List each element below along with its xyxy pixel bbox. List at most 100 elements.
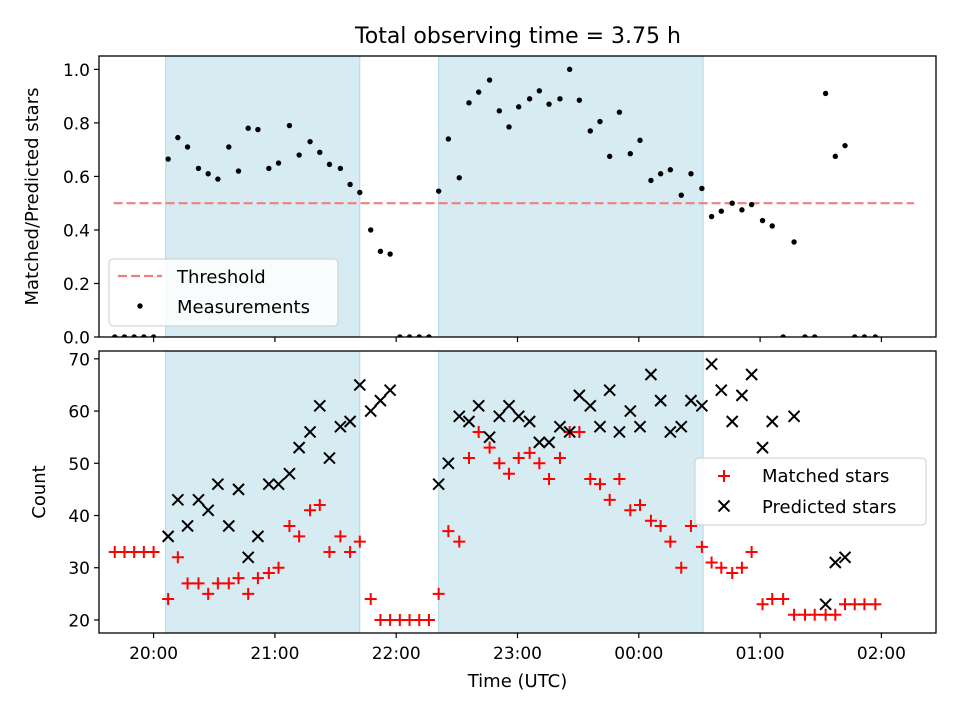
- matched-star-point: [512, 452, 525, 465]
- predicted-star-point: [523, 415, 536, 428]
- matched-star-point: [232, 572, 245, 585]
- matched-star-point: [715, 561, 728, 574]
- measurement-point: [667, 167, 674, 173]
- predicted-star-point: [161, 530, 175, 543]
- matched-star-point: [334, 530, 347, 543]
- x-tick-label: 21:00: [250, 644, 299, 664]
- measurement-point: [215, 176, 221, 182]
- measurement-point: [861, 334, 868, 337]
- matched-star-point: [553, 452, 566, 465]
- matched-star-point: [695, 540, 708, 553]
- matched-star-point: [766, 593, 779, 606]
- measurement-point: [526, 96, 533, 102]
- predicted-star-point: [201, 504, 215, 517]
- predicted-star-point: [705, 357, 718, 371]
- matched-star-point: [603, 493, 616, 506]
- measurement-point: [616, 109, 623, 115]
- matched-star-point: [262, 566, 275, 579]
- measurement-point: [435, 188, 442, 194]
- matched-star-point: [735, 561, 748, 574]
- measurement-point: [387, 251, 393, 257]
- y-tick-label: 60: [68, 403, 90, 423]
- y-tick-label: 0.6: [63, 168, 90, 188]
- matched-star-point: [533, 457, 546, 470]
- predicted-star-point: [251, 530, 265, 543]
- measurement-point: [729, 200, 735, 206]
- matched-star-point: [171, 551, 184, 564]
- measurement-point: [546, 101, 552, 107]
- matched-star-point: [593, 478, 606, 491]
- predicted-star-point: [222, 519, 236, 533]
- measurement-point: [822, 90, 829, 97]
- matched-star-point: [422, 613, 435, 626]
- predicted-star-point: [787, 410, 801, 423]
- shaded-interval: [165, 350, 361, 634]
- measurement-point: [852, 334, 858, 337]
- predicted-star-point: [303, 425, 317, 439]
- predicted-star-point: [819, 598, 832, 611]
- matched-star-point: [808, 608, 821, 621]
- measurement-point: [688, 171, 694, 177]
- matched-star-point: [503, 467, 516, 480]
- measurement-point: [150, 334, 157, 337]
- measurement-point: [426, 334, 432, 337]
- matched-star-point: [543, 472, 556, 485]
- matched-star-point: [453, 535, 466, 548]
- measurement-point: [347, 181, 353, 188]
- matched-star-point: [777, 593, 790, 606]
- y-axis-label: Count: [29, 465, 50, 518]
- data-layer: [108, 357, 882, 626]
- measurement-point: [397, 334, 403, 337]
- matched-star-point: [634, 499, 647, 512]
- predicted-star-point: [232, 483, 245, 496]
- predicted-star-point: [644, 368, 658, 381]
- measurement-point: [678, 192, 684, 198]
- predicted-star-point: [462, 415, 476, 428]
- measurement-point: [266, 165, 272, 172]
- measurement-point: [368, 227, 374, 233]
- measurement-point: [226, 144, 232, 150]
- predicted-star-point: [735, 389, 749, 402]
- measurement-point: [576, 97, 583, 103]
- matched-star-point: [162, 593, 175, 606]
- y-tick-label: 0.4: [63, 221, 90, 241]
- predicted-star-point: [353, 378, 367, 392]
- predicted-star-point: [343, 415, 357, 428]
- matched-star-point: [869, 598, 882, 611]
- measurement-point: [184, 144, 191, 150]
- predicted-star-point: [684, 394, 698, 407]
- matched-star-point: [584, 472, 597, 485]
- matched-star-point: [472, 425, 485, 438]
- data-layer: [112, 66, 915, 337]
- measurement-point: [377, 248, 384, 255]
- measurement-point: [699, 185, 705, 192]
- measurement-point: [141, 334, 147, 337]
- matched-star-point: [283, 519, 296, 532]
- measurement-point: [748, 201, 755, 208]
- legend-predicted-swatch: [717, 499, 731, 513]
- measurement-point: [275, 160, 282, 166]
- measurement-point: [406, 334, 413, 337]
- predicted-star-point: [272, 477, 285, 491]
- matched-star-point: [684, 519, 697, 532]
- predicted-star-point: [633, 420, 647, 433]
- predicted-star-point: [313, 399, 326, 413]
- measurement-point: [245, 125, 251, 131]
- measurement-point: [802, 334, 808, 337]
- predicted-star-point: [283, 467, 296, 480]
- measurement-point: [718, 208, 724, 214]
- predicted-star-point: [573, 389, 586, 402]
- matched-star-point: [756, 598, 769, 611]
- measurement-point: [496, 108, 503, 114]
- matched-star-point: [344, 546, 357, 559]
- measurement-point: [112, 334, 118, 337]
- predicted-star-point: [374, 394, 387, 407]
- matched-star-point: [493, 457, 506, 470]
- matched-star-point: [483, 441, 496, 454]
- predicted-star-point: [726, 415, 739, 428]
- predicted-star-point: [553, 420, 567, 433]
- measurement-point: [337, 165, 344, 172]
- x-tick-label: 20:00: [129, 644, 178, 664]
- legend-measurement-swatch: [137, 303, 143, 309]
- measurement-point: [205, 171, 211, 177]
